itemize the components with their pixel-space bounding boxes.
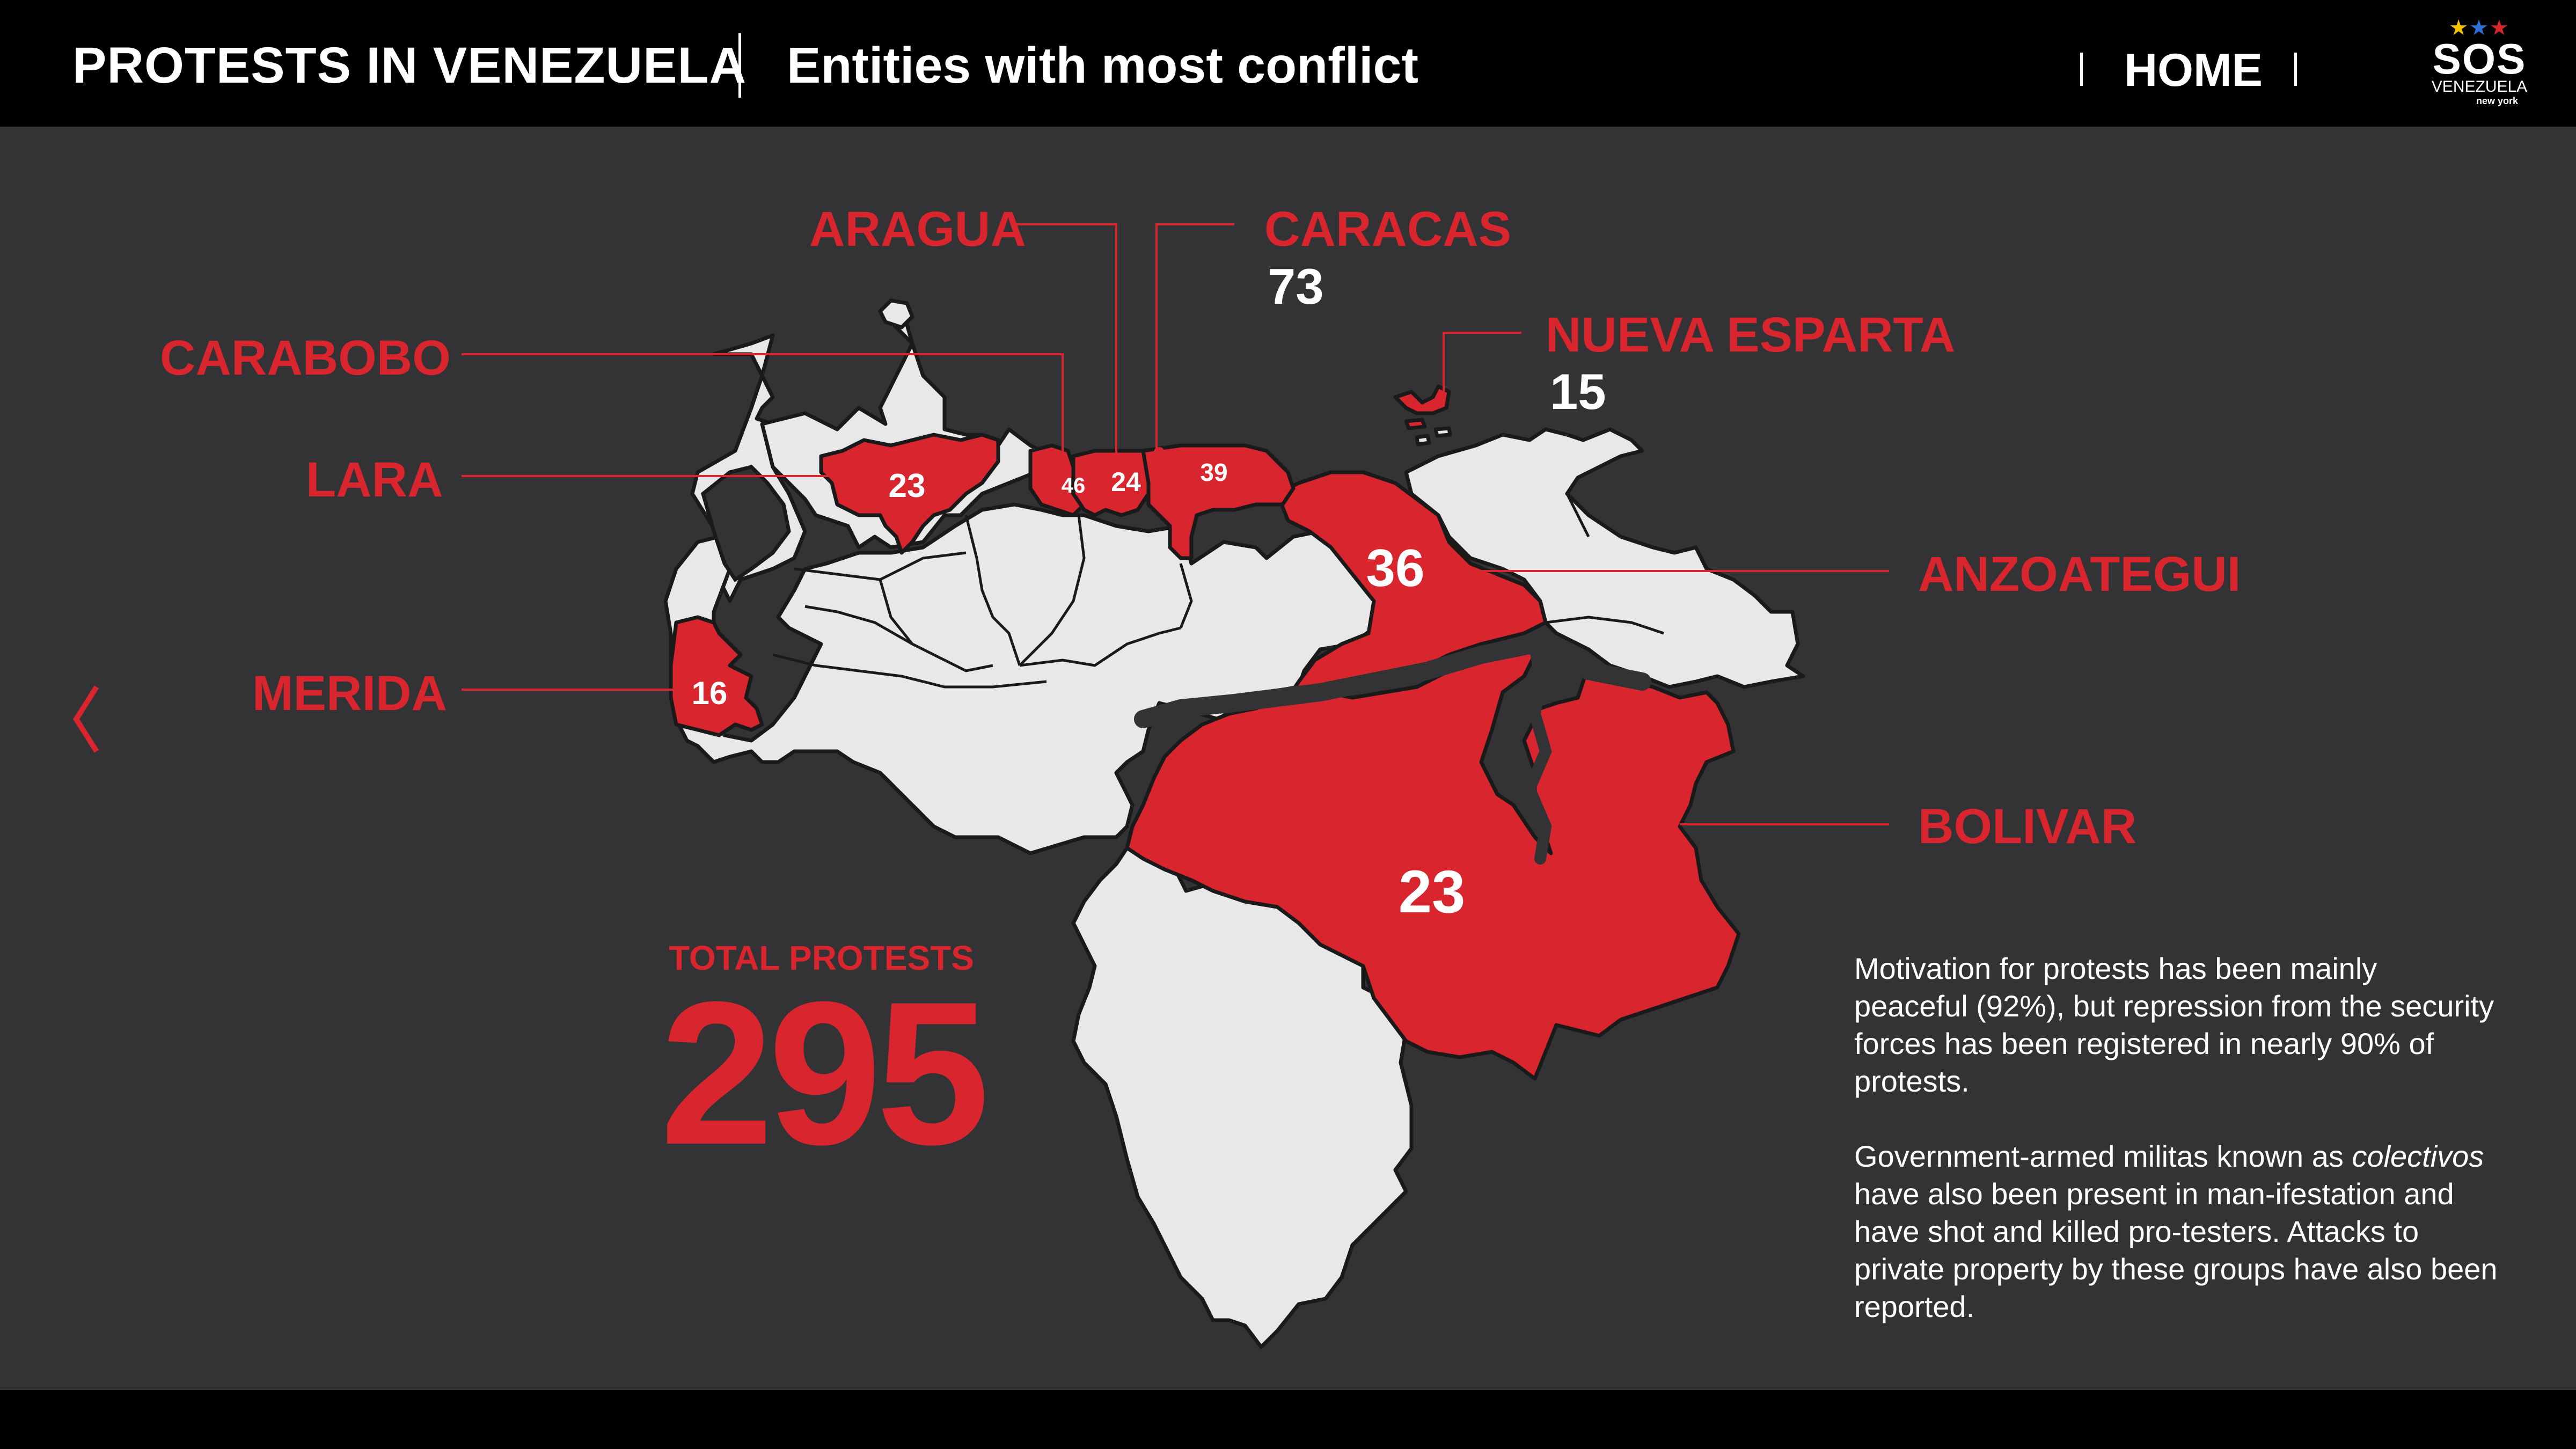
label-nueva-esparta: NUEVA ESPARTA (1546, 308, 1956, 362)
leader-line-nueva-esparta (1443, 332, 1521, 392)
river-branch (1523, 638, 1552, 865)
value-lara: 23 (889, 467, 926, 504)
leader-lines (462, 223, 1889, 825)
total-protests-value: 295 (660, 959, 990, 1187)
home-divider-left (2080, 53, 2083, 86)
value-miranda: 39 (1200, 458, 1227, 486)
paraguana-peninsula (878, 298, 914, 330)
page-subtitle: Entities with most conflict (787, 37, 1419, 94)
small-island-3 (1433, 426, 1452, 438)
logo-brand: SOS (2432, 35, 2527, 83)
label-merida: MERIDA (252, 666, 447, 721)
value-bolivar: 23 (1399, 858, 1466, 925)
lake-maracaibo (700, 465, 791, 582)
leader-line-caracas (1155, 223, 1234, 452)
logo-name: VENEZUELA (2431, 78, 2528, 96)
carabobo-state (1028, 443, 1086, 517)
leader-line-aragua (1012, 223, 1117, 467)
small-island (1404, 418, 1427, 430)
value-carabobo: 46 (1062, 474, 1086, 497)
merida-state (669, 615, 764, 737)
label-aragua: ARAGUA (809, 202, 1026, 257)
label-carabobo: CARABOBO (160, 331, 451, 385)
colectivos-term: colectivos (2352, 1139, 2484, 1173)
page-title: PROTESTS IN VENEZUELA (72, 37, 747, 94)
label-bolivar: BOLIVAR (1918, 799, 2137, 854)
label-anzoategui: ANZOATEGUI (1918, 547, 2241, 602)
header-bar (0, 0, 2576, 127)
miranda-state (1141, 443, 1296, 560)
value-aragua: 24 (1111, 467, 1141, 497)
value-caracas: 73 (1268, 258, 1324, 314)
lara-state (819, 433, 1000, 555)
header-divider (738, 33, 741, 98)
description-paragraph-2: Government-armed militas known as colect… (1854, 1138, 2498, 1326)
description-text: Motivation for protests has been mainly … (1854, 950, 2498, 1363)
value-merida: 16 (692, 675, 728, 711)
footer-bar (0, 1390, 2576, 1449)
home-link[interactable]: HOME (2124, 45, 2263, 96)
paragraph-2-end: have also been present in man-ifestation… (1854, 1177, 2498, 1323)
chevron-left-icon[interactable] (64, 671, 113, 767)
logo-city: new york (2476, 96, 2518, 106)
state-borders (772, 493, 1664, 689)
label-lara: LARA (306, 452, 443, 507)
sos-venezuela-logo[interactable]: ★★★ SOS VENEZUELA new york (2426, 16, 2533, 110)
small-island-2 (1415, 434, 1431, 447)
description-paragraph-1: Motivation for protests has been mainly … (1854, 952, 2494, 1098)
label-caracas: CARACAS (1264, 202, 1511, 257)
bolivar-state (1125, 642, 1741, 1081)
leader-line-carabobo (462, 353, 1064, 462)
value-anzoategui: 36 (1366, 538, 1424, 597)
paragraph-2-start: Government-armed militas known as (1854, 1139, 2352, 1173)
logo-stars: ★★★ (2449, 16, 2510, 40)
orinoco-river (1134, 634, 1651, 728)
total-protests-label: TOTAL PROTESTS (669, 939, 974, 977)
value-nueva-esparta: 15 (1550, 363, 1606, 420)
nueva-esparta-island (1393, 384, 1451, 415)
home-divider-right (2294, 53, 2297, 86)
